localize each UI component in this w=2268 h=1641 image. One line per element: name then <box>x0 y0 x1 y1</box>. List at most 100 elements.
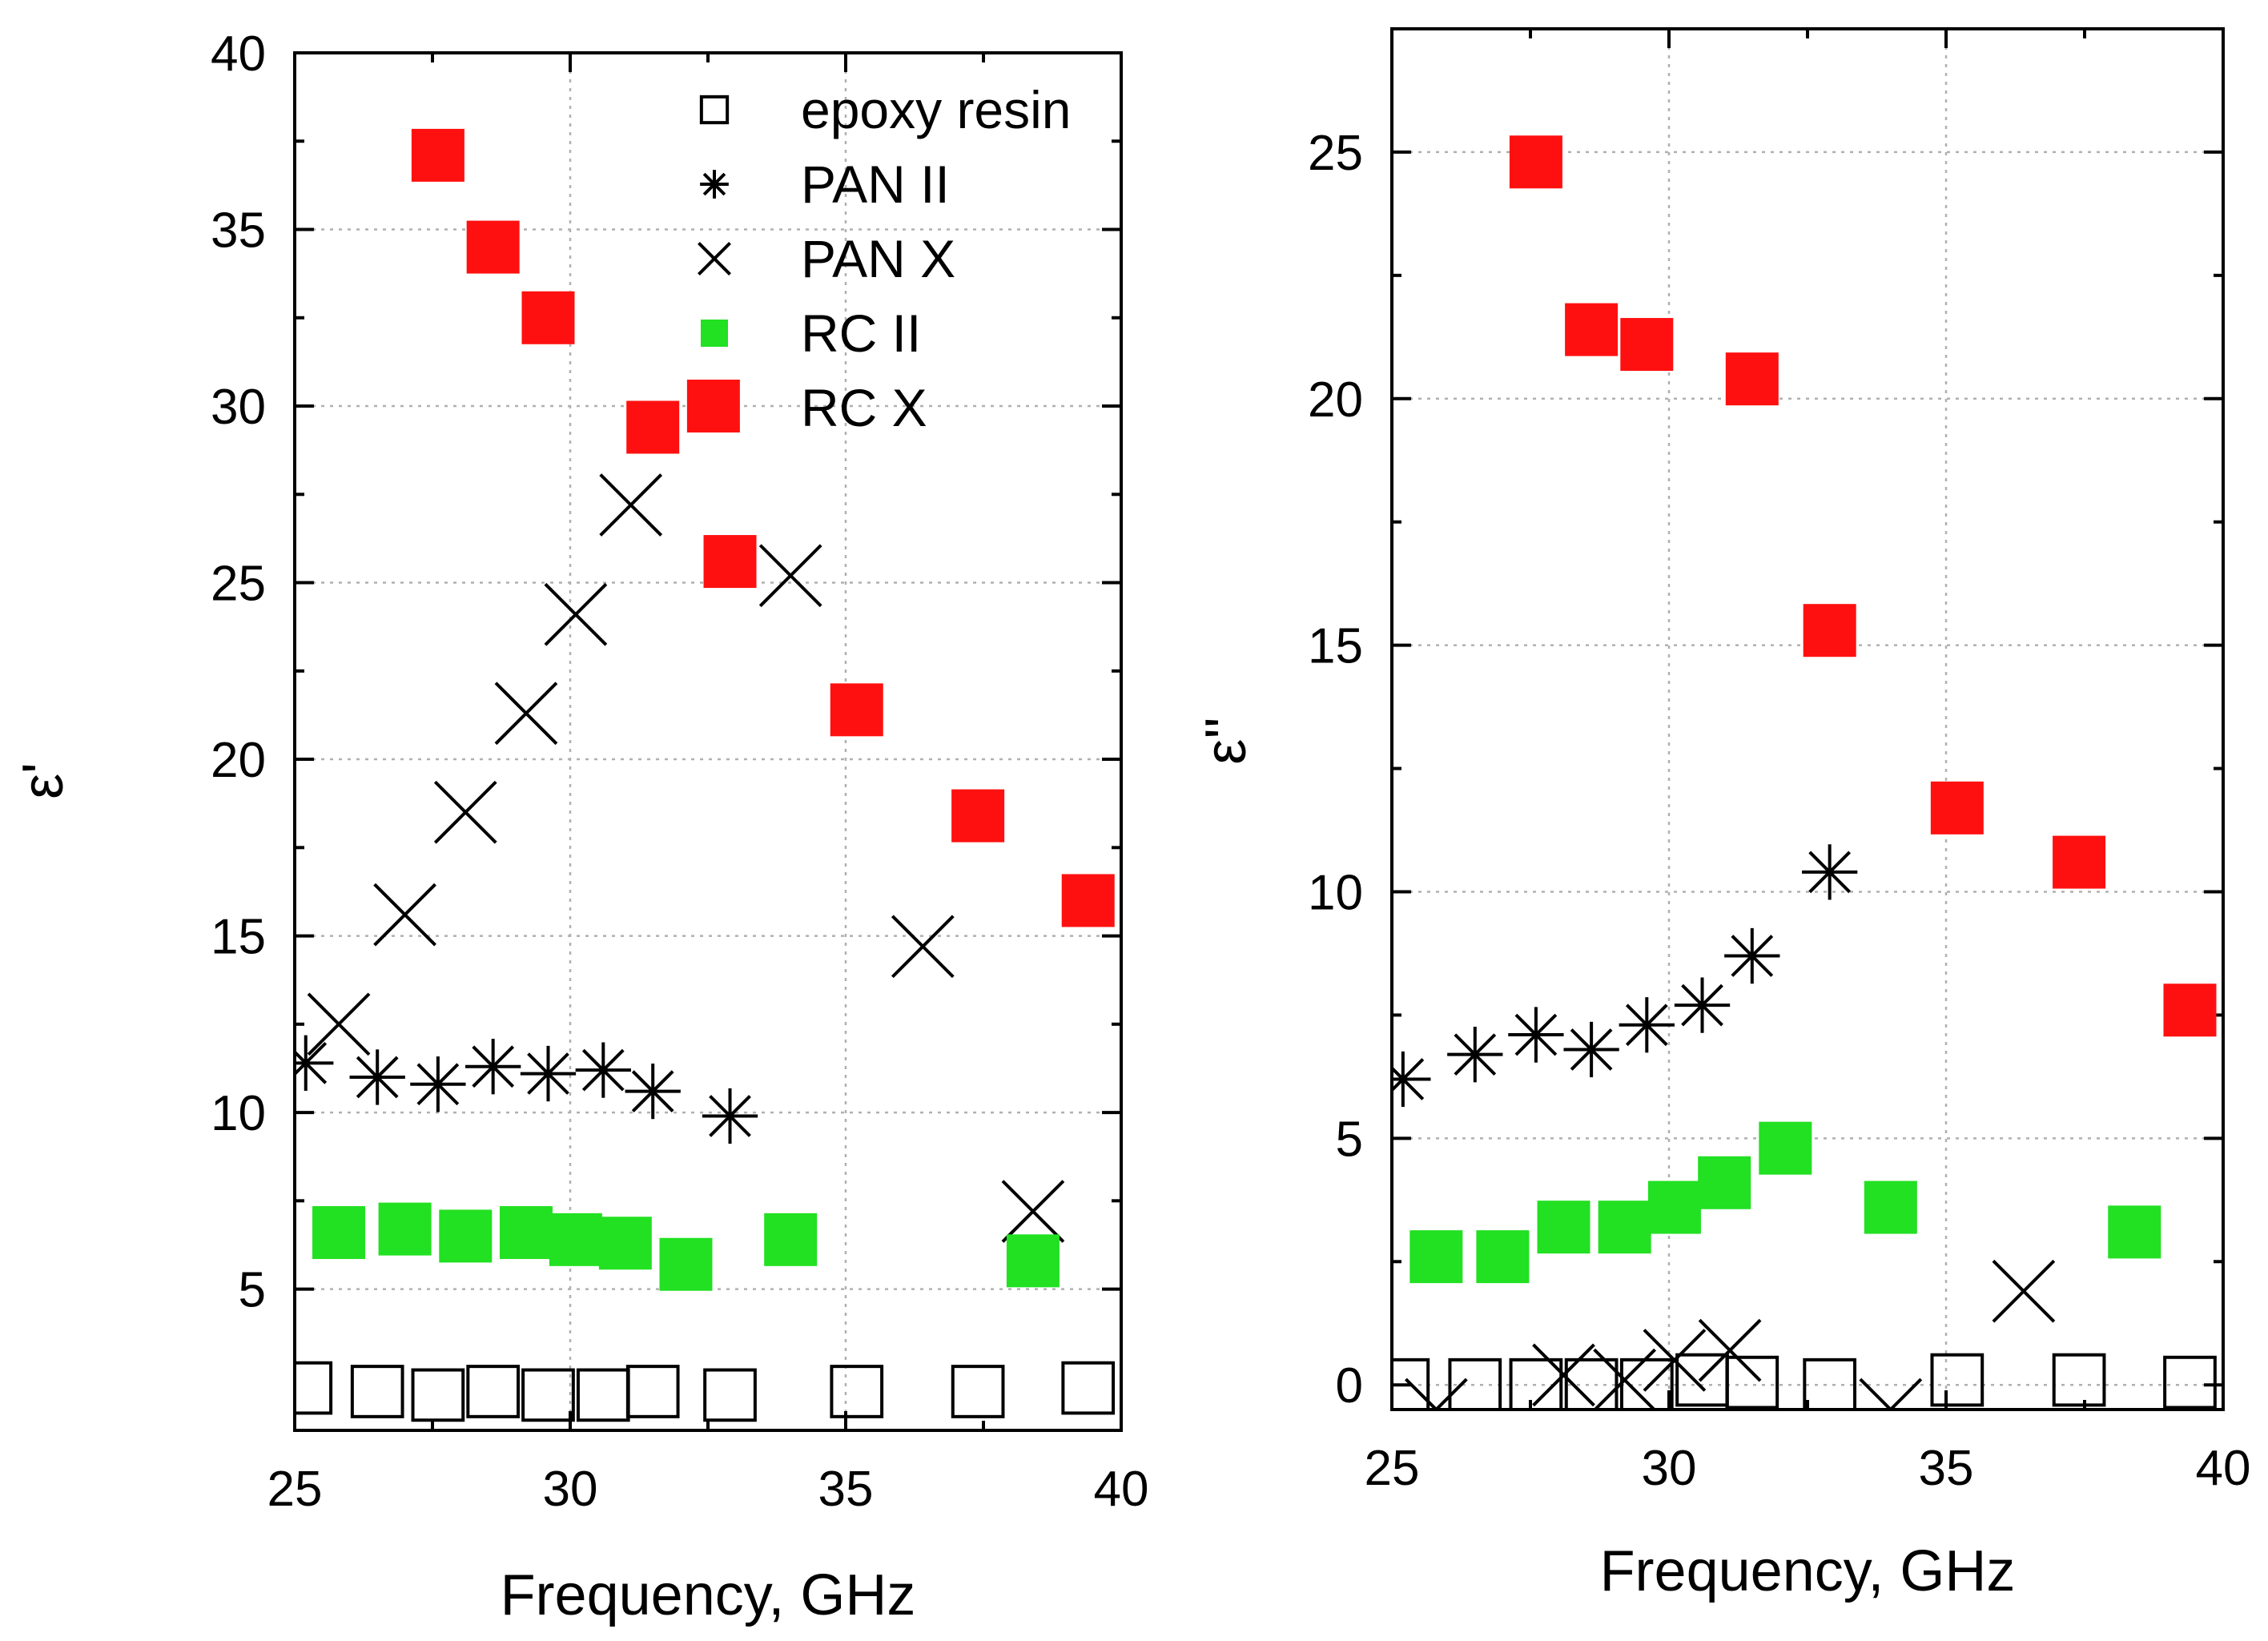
data-point <box>1864 1180 1917 1234</box>
data-point <box>494 682 558 746</box>
data-point <box>378 1202 432 1256</box>
data-point <box>1759 1121 1812 1175</box>
series-pan-ii <box>1392 844 1858 1108</box>
tick-marks <box>1390 29 2225 1410</box>
y-tick-label: 20 <box>1308 372 1363 428</box>
data-point <box>1803 604 1856 658</box>
data-point <box>411 1368 465 1422</box>
y-tick-label: 10 <box>211 1086 266 1141</box>
data-point <box>433 780 497 844</box>
left-panel-eps-prime: 25 30 35 40 5 10 15 20 25 30 35 40 Frequency, GHz ε' e… <box>11 26 1148 1627</box>
y-tick-label: 15 <box>1308 619 1363 674</box>
data-point <box>1404 1378 1468 1410</box>
legend-label: RC II <box>801 304 921 363</box>
series-pan-ii <box>295 1035 758 1144</box>
legend-label: PAN X <box>801 229 955 288</box>
legend-marker <box>698 242 731 276</box>
y-axis-label: ε'' <box>1194 717 1258 765</box>
x-tick-label: 40 <box>1094 1462 1149 1517</box>
data-point <box>599 473 663 537</box>
gridlines <box>295 53 1121 1430</box>
data-point <box>350 1365 404 1418</box>
data-point <box>1725 1355 1779 1410</box>
tick-marks <box>293 51 1123 1430</box>
right-panel-eps-double-prime: 25 30 35 40 0 5 10 15 20 25 Frequency, GHz ε'' <box>1194 27 2251 1603</box>
data-point <box>1509 1357 1563 1410</box>
legend-marker <box>700 170 729 199</box>
data-point <box>1564 1357 1619 1410</box>
data-point <box>1593 1348 1657 1410</box>
data-point <box>2163 1355 2217 1410</box>
data-point <box>1803 1357 1857 1410</box>
series-pan-x <box>307 473 1065 1243</box>
data-point <box>549 1213 602 1266</box>
data-point <box>1620 318 1674 372</box>
y-tick-label: 25 <box>211 557 266 612</box>
data-point <box>1537 1201 1590 1254</box>
data-point <box>1992 1259 2056 1323</box>
data-point <box>521 291 575 344</box>
legend-marker <box>701 394 728 421</box>
y-tick-label: 40 <box>211 26 266 82</box>
data-point <box>1006 1234 1060 1288</box>
data-point <box>295 1035 334 1091</box>
y-tick-label: 5 <box>239 1263 266 1318</box>
x-tick-label: 35 <box>818 1462 874 1517</box>
data-point <box>2163 983 2217 1037</box>
data-points <box>295 128 1116 1422</box>
x-tick-label: 40 <box>2196 1441 2251 1496</box>
data-point <box>466 1365 521 1418</box>
data-point <box>466 220 520 274</box>
data-point <box>1619 997 1675 1053</box>
data-point <box>312 1206 366 1260</box>
data-point <box>1724 927 1780 984</box>
data-point <box>1698 1318 1762 1382</box>
series-epoxy-resin <box>1392 1353 2217 1410</box>
x-tick-label: 25 <box>267 1462 323 1517</box>
y-tick-label: 35 <box>211 203 266 259</box>
data-point <box>764 1213 818 1266</box>
data-point <box>1725 352 1779 406</box>
series-rc-x <box>411 128 1115 927</box>
x-tick-label: 35 <box>1919 1441 1974 1496</box>
legend-label: RC X <box>801 378 927 437</box>
data-point <box>1802 844 1858 900</box>
data-point <box>1448 1357 1502 1410</box>
series-rc-x <box>1509 135 2217 1037</box>
data-point <box>410 1056 466 1112</box>
series-pan-x <box>1404 1259 2056 1410</box>
y-tick-label: 30 <box>211 380 266 435</box>
data-point <box>625 1365 680 1418</box>
data-point <box>2052 1353 2106 1407</box>
x-tick-label: 30 <box>543 1462 598 1517</box>
data-point <box>702 1088 758 1144</box>
data-point <box>1930 781 1984 835</box>
series-rc-ii <box>312 1202 1060 1291</box>
legend: epoxy resin PAN II PAN X RC II RC X <box>698 80 1072 437</box>
y-tick-label: 5 <box>1336 1112 1363 1167</box>
data-point <box>1698 1156 1751 1209</box>
data-point <box>703 535 757 589</box>
data-point <box>576 1368 630 1422</box>
data-point <box>830 1365 884 1418</box>
series-rc-ii <box>1409 1121 2161 1284</box>
data-point <box>758 544 822 608</box>
data-point <box>521 1368 575 1422</box>
data-point <box>1508 1007 1564 1063</box>
data-point <box>1643 1329 1707 1392</box>
data-point <box>1509 135 1562 189</box>
data-point <box>598 1217 652 1270</box>
data-point <box>703 1368 757 1422</box>
data-point <box>1674 977 1731 1033</box>
data-point <box>1859 1378 1923 1410</box>
y-tick-label: 10 <box>1308 866 1363 921</box>
data-point <box>830 683 883 737</box>
data-point <box>1409 1230 1463 1284</box>
data-point <box>439 1209 493 1263</box>
data-point <box>295 1361 333 1415</box>
data-point <box>1447 1027 1503 1083</box>
data-point <box>659 1237 713 1291</box>
legend-label: PAN II <box>801 155 950 214</box>
data-point <box>465 1039 521 1095</box>
data-point <box>1647 1180 1701 1234</box>
